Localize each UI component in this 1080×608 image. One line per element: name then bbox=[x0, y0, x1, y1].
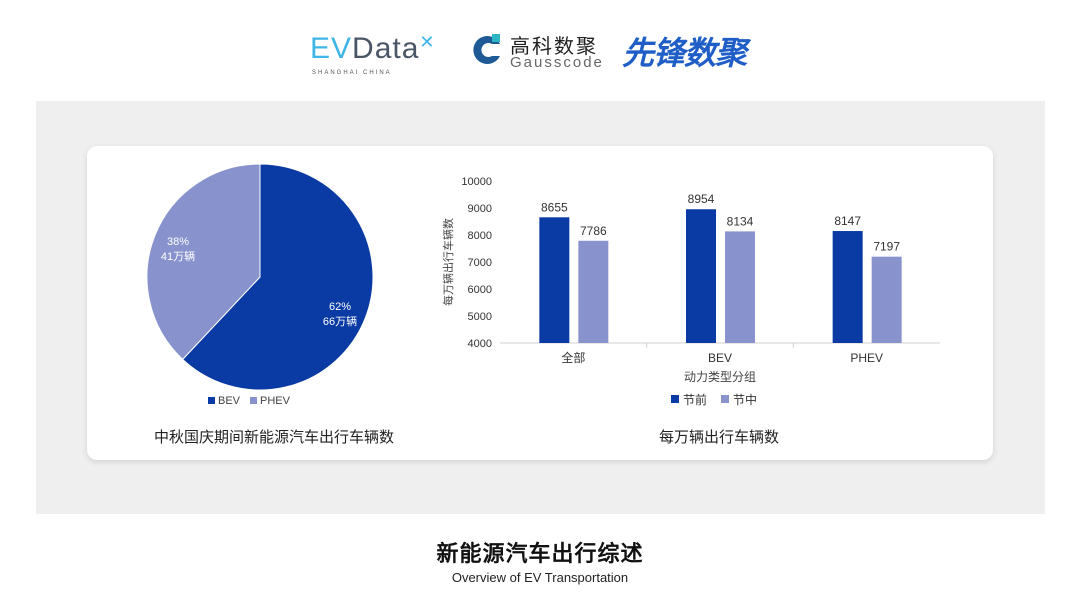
bar-1-2 bbox=[871, 256, 902, 343]
y-axis-label: 每万辆出行车辆数 bbox=[441, 218, 455, 306]
x-axis-label: 动力类型分组 bbox=[684, 370, 756, 384]
page-subtitle: Overview of EV Transportation bbox=[451, 570, 629, 585]
evdata-logo: EVData✕ SHANGHAI CHINA bbox=[310, 32, 436, 76]
pie-label-value: 66万辆 bbox=[323, 314, 357, 328]
bar-1-0 bbox=[578, 240, 609, 343]
pie-label-percent: 38% bbox=[167, 236, 189, 248]
y-tick-label: 8000 bbox=[468, 230, 492, 242]
legend-swatch bbox=[208, 397, 215, 404]
legend-label: PHEV bbox=[260, 395, 291, 407]
legend-swatch bbox=[250, 397, 257, 404]
legend-label: BEV bbox=[218, 395, 241, 407]
bar-0-2 bbox=[832, 231, 863, 343]
pie-chart-title: 中秋国庆期间新能源汽车出行车辆数 bbox=[154, 429, 394, 446]
legend-label: 节前 bbox=[683, 392, 707, 407]
bar-chart-title: 每万辆出行车辆数 bbox=[659, 429, 779, 446]
legend-swatch bbox=[671, 395, 679, 403]
gausscode-mark-icon bbox=[473, 34, 500, 64]
x-tick-label: PHEV bbox=[850, 351, 883, 365]
bar-data-label: 8134 bbox=[727, 214, 754, 228]
pie-slice-bev bbox=[181, 163, 374, 391]
bar-data-label: 7786 bbox=[580, 224, 607, 238]
bar-data-label: 8655 bbox=[541, 200, 568, 214]
logo-bar: EVData✕ SHANGHAI CHINA 高科数聚 Gausscode 先锋… bbox=[0, 22, 1080, 77]
x-tick-label: BEV bbox=[708, 351, 732, 365]
y-tick-label: 10000 bbox=[461, 176, 492, 188]
xianfeng-logo: 先锋数聚 bbox=[622, 35, 747, 71]
y-tick-label: 4000 bbox=[468, 338, 492, 350]
legend-label: 节中 bbox=[733, 392, 757, 407]
y-tick-label: 5000 bbox=[468, 311, 492, 323]
bar-data-label: 7197 bbox=[873, 240, 900, 254]
y-tick-label: 6000 bbox=[468, 284, 492, 296]
pie-label-percent: 62% bbox=[329, 301, 351, 313]
pie-label-value: 41万辆 bbox=[161, 249, 195, 263]
bar-data-label: 8954 bbox=[688, 192, 715, 206]
bar-0-1 bbox=[686, 209, 716, 343]
y-tick-label: 9000 bbox=[468, 203, 492, 215]
page-title: 新能源汽车出行综述 bbox=[436, 541, 644, 566]
legend-swatch bbox=[721, 395, 729, 403]
bar-1-1 bbox=[725, 231, 755, 343]
bar-data-label: 8147 bbox=[834, 214, 861, 228]
y-tick-label: 7000 bbox=[468, 257, 492, 269]
x-tick-label: 全部 bbox=[561, 350, 585, 365]
bar-0-0 bbox=[539, 217, 570, 343]
pie-slice-phev bbox=[146, 163, 261, 361]
